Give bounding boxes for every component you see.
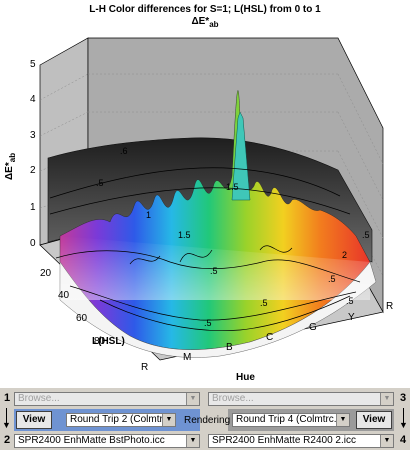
- hue-tick: G: [309, 322, 317, 333]
- contour-label: .5: [362, 230, 370, 240]
- file-right-text: SPR2400 EnhMatte R2400 2.icc: [212, 435, 356, 446]
- plot-area: L-H Color differences for S=1; L(HSL) fr…: [0, 0, 410, 388]
- row-number: 3: [400, 392, 407, 404]
- z-axis-label-sub: ab: [8, 152, 17, 163]
- l-tick: 40: [58, 290, 70, 301]
- z-tick: 4: [30, 94, 36, 105]
- z-tick: 3: [30, 130, 36, 141]
- arrow-head-right-icon: ▼: [399, 420, 408, 430]
- rendering-right-text: Round Trip 4 (Colmtrc.): [236, 414, 340, 425]
- arrow-head-left-icon: ▼: [2, 420, 11, 430]
- z-tick: 1: [30, 202, 36, 213]
- contour-label: .5: [328, 274, 336, 284]
- rendering-label: Rendering: [184, 415, 231, 426]
- z-tick: 0: [30, 238, 36, 249]
- l-tick: 60: [76, 313, 88, 324]
- contour-lines: [49, 167, 361, 331]
- contour-label: .5: [346, 296, 354, 306]
- view-left-button[interactable]: View: [16, 411, 52, 429]
- hue-tick: M: [183, 352, 192, 363]
- contour-label: .5: [210, 266, 218, 276]
- contour-label: 2: [342, 250, 348, 260]
- plot-subtitle-sub: ab: [209, 20, 219, 29]
- z-tick: 5: [30, 59, 36, 70]
- view-right-button[interactable]: View: [356, 411, 392, 429]
- file-left-select[interactable]: SPR2400 EnhMatte BstPhoto.icc ▼: [14, 434, 200, 448]
- contour-label: 1.5: [226, 182, 239, 192]
- contour-label: .5: [204, 318, 212, 328]
- hue-tick: C: [266, 332, 274, 343]
- hue-tick: R: [386, 301, 394, 312]
- row-number: 1: [4, 392, 11, 404]
- chevron-down-icon[interactable]: ▼: [336, 414, 349, 426]
- contour-label: 1: [146, 210, 152, 220]
- hue-tick: B: [226, 342, 233, 353]
- chevron-down-icon[interactable]: ▼: [186, 435, 199, 447]
- z-axis-label: ΔE*ab: [4, 153, 17, 180]
- z-tick: 2: [30, 165, 36, 176]
- browse-right-select[interactable]: Browse... ▼: [208, 392, 394, 406]
- controls-panel: 1 Browse... ▼ Browse... ▼ 3 ▼ ▼ View Rou…: [0, 388, 410, 450]
- plot-title: L-H Color differences for S=1; L(HSL) fr…: [89, 4, 321, 15]
- z-axis-label-text: ΔE*: [4, 162, 15, 180]
- plot-subtitle-text: ΔE*: [191, 16, 210, 27]
- contour-label: 1.5: [178, 230, 191, 240]
- l-tick: 80: [94, 336, 106, 347]
- rendering-left-select[interactable]: Round Trip 2 (Colmtrc.) ▼: [66, 413, 176, 427]
- chevron-down-icon[interactable]: ▼: [162, 414, 175, 426]
- browse-left-select[interactable]: Browse... ▼: [14, 392, 200, 406]
- down-arrow-right-icon: [403, 408, 404, 424]
- contour-label: .5: [96, 178, 104, 188]
- contour-label: .6: [120, 146, 128, 156]
- hue-axis-label: Hue: [236, 372, 255, 383]
- l-axis-label: L(HSL): [92, 336, 125, 347]
- row-number: 4: [400, 434, 407, 446]
- chevron-down-icon[interactable]: ▼: [380, 393, 393, 405]
- browse-left-text: Browse...: [18, 393, 60, 404]
- row-number: 2: [4, 434, 11, 446]
- l-tick: 20: [40, 268, 52, 279]
- rendering-left-text: Round Trip 2 (Colmtrc.): [70, 414, 174, 425]
- chevron-down-icon[interactable]: ▼: [186, 393, 199, 405]
- file-left-text: SPR2400 EnhMatte BstPhoto.icc: [18, 435, 165, 446]
- plot-subtitle: ΔE*ab: [0, 16, 410, 29]
- browse-right-text: Browse...: [212, 393, 254, 404]
- down-arrow-left-icon: [6, 408, 7, 424]
- surface-spike: [231, 111, 251, 201]
- hue-tick: R: [141, 362, 149, 373]
- hue-tick: Y: [348, 312, 355, 323]
- contour-label: .5: [260, 298, 268, 308]
- file-right-select[interactable]: SPR2400 EnhMatte R2400 2.icc ▼: [208, 434, 394, 448]
- chevron-down-icon[interactable]: ▼: [380, 435, 393, 447]
- surface-plot: [39, 37, 384, 361]
- rendering-right-select[interactable]: Round Trip 4 (Colmtrc.) ▼: [232, 413, 350, 427]
